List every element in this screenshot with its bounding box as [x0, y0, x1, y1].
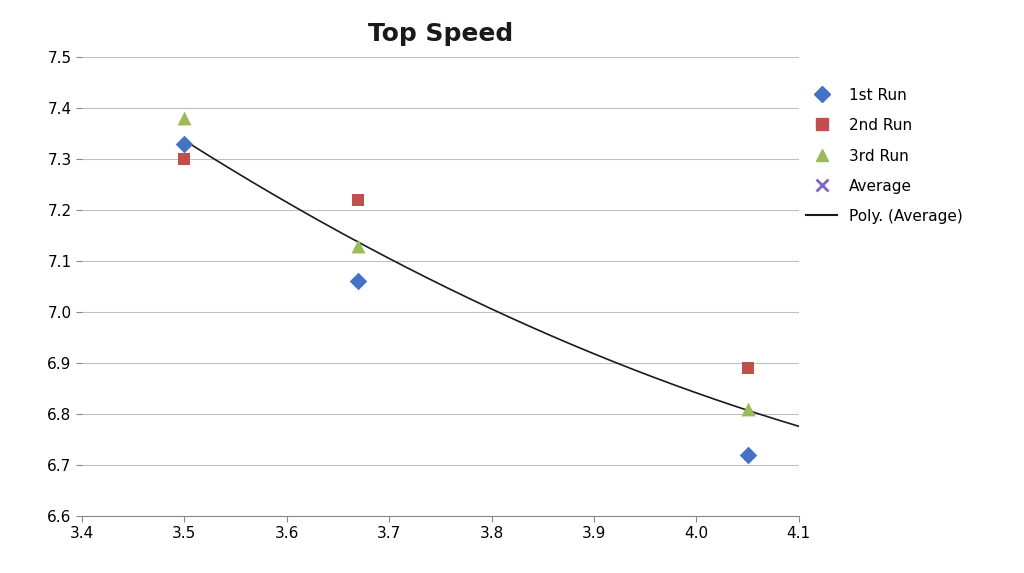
2nd Run [739, 363, 756, 372]
1st Run [176, 139, 193, 148]
Legend: 1st Run, 2nd Run, 3rd Run, Average, Poly. (Average): 1st Run, 2nd Run, 3rd Run, Average, Poly… [806, 88, 963, 224]
3rd Run [350, 241, 367, 250]
1st Run [350, 277, 367, 286]
Average [350, 238, 367, 247]
2nd Run [176, 155, 193, 164]
3rd Run [176, 114, 193, 123]
1st Run [739, 450, 756, 459]
Average [176, 136, 193, 145]
3rd Run [739, 404, 756, 413]
Average [739, 406, 756, 415]
Title: Top Speed: Top Speed [368, 22, 513, 46]
2nd Run [350, 195, 367, 205]
